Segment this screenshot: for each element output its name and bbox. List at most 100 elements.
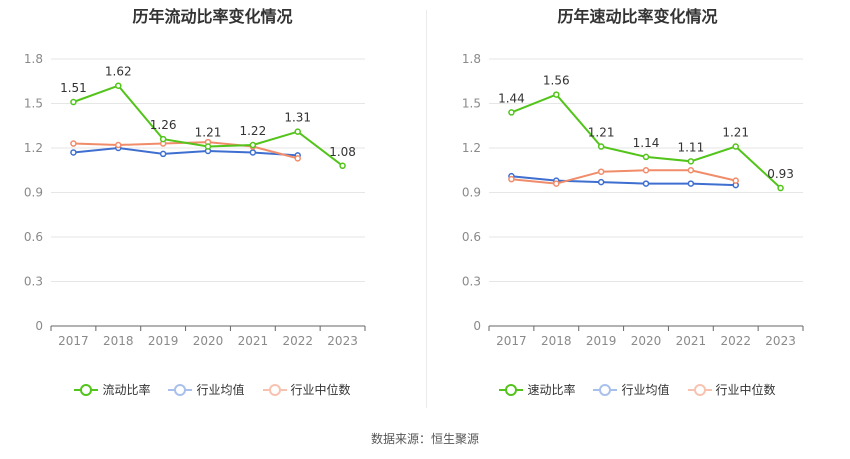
x-tick-label: 2020 — [631, 334, 662, 348]
x-tick-label: 2022 — [282, 334, 313, 348]
y-tick-label: 0 — [35, 319, 43, 333]
legend-item-series-1[interactable]: 流动比率 — [74, 381, 150, 398]
data-point — [597, 143, 605, 150]
legend-line-marker-icon — [687, 383, 712, 396]
data-label: 1.51 — [60, 81, 87, 95]
data-point — [687, 167, 695, 174]
data-label: 1.11 — [677, 140, 704, 154]
x-tick-label: 2021 — [238, 334, 269, 348]
data-label: 1.22 — [239, 124, 266, 138]
series-line — [511, 175, 736, 187]
data-point — [159, 135, 167, 143]
data-label: 1.44 — [498, 91, 525, 105]
y-tick-label: 0 — [473, 319, 481, 333]
data-point — [204, 143, 212, 150]
legend-label: 速动比率 — [527, 383, 576, 397]
series-line — [73, 141, 298, 160]
x-tick-label: 2017 — [496, 334, 527, 348]
y-tick-label: 1.5 — [462, 97, 481, 111]
data-point — [732, 177, 739, 184]
legend-item-series-3[interactable]: 行业中位数 — [687, 381, 776, 398]
legend-item-series-2[interactable]: 行业均值 — [168, 381, 245, 398]
data-label: 1.31 — [284, 111, 311, 125]
data-point — [159, 150, 167, 158]
data-label: 1.62 — [105, 65, 132, 79]
data-point — [339, 162, 346, 170]
data-point — [508, 109, 515, 116]
legend-label: 流动比率 — [102, 383, 151, 397]
x-tick-label: 2020 — [193, 334, 224, 348]
x-tick-label: 2022 — [720, 334, 751, 348]
data-point — [294, 155, 301, 162]
x-tick-label: 2018 — [103, 334, 134, 348]
data-label: 1.14 — [633, 136, 660, 150]
quick-ratio-chart-panel: 历年速动比率变化情况 0 0.3 0.6 0.9 1.2 1.5 1.8 2017 2018 20… — [425, 0, 850, 420]
data-point — [249, 149, 257, 156]
legend-label: 行业中位数 — [715, 383, 776, 397]
x-tick-label: 2018 — [541, 334, 572, 348]
y-tick-label: 1.8 — [462, 52, 481, 66]
data-point — [553, 180, 560, 187]
data-point — [508, 175, 515, 183]
y-tick-label: 0.9 — [24, 186, 43, 200]
x-tick-label: 2023 — [327, 334, 358, 348]
data-point — [70, 98, 77, 106]
data-point — [732, 143, 739, 150]
legend-item-series-2[interactable]: 行业均值 — [593, 381, 670, 398]
chart-title: 历年流动比率变化情况 — [132, 7, 293, 26]
y-tick-label: 0.6 — [462, 230, 481, 244]
x-tick-label: 2019 — [148, 334, 179, 348]
y-tick-label: 1.5 — [24, 97, 43, 111]
x-tick-label: 2017 — [58, 334, 89, 348]
y-tick-label: 1.8 — [24, 52, 43, 66]
data-label: 1.21 — [722, 126, 749, 140]
legend-line-marker-icon — [74, 383, 99, 396]
data-label: 0.93 — [767, 167, 794, 181]
data-label: 1.56 — [543, 74, 570, 88]
legend-line-marker-icon — [168, 383, 193, 396]
quick-ratio-plot: 0 0.3 0.6 0.9 1.2 1.5 1.8 2017 2018 2019 2020 2021 2… — [462, 52, 804, 348]
data-point — [115, 82, 122, 89]
data-point — [597, 178, 605, 186]
data-point — [597, 168, 605, 175]
data-point — [777, 184, 784, 192]
data-point — [687, 180, 695, 187]
data-label: 1.21 — [588, 126, 615, 140]
x-tick-label: 2023 — [765, 334, 796, 348]
current-ratio-plot: 0 0.3 0.6 0.9 1.2 1.5 1.8 2017 2018 2019 2020 2021 2… — [24, 52, 366, 348]
data-point — [553, 91, 560, 98]
data-source-note: 数据来源：恒生聚源 — [370, 432, 479, 446]
series-line — [511, 169, 736, 185]
y-tick-label: 0.6 — [24, 230, 43, 244]
data-point — [115, 141, 122, 149]
data-point — [642, 153, 650, 161]
x-tick-label: 2019 — [586, 334, 617, 348]
y-tick-label: 0.9 — [462, 186, 481, 200]
data-label: 1.08 — [329, 145, 356, 159]
legend-line-marker-icon — [262, 383, 287, 396]
x-tick-label: 2021 — [676, 334, 707, 348]
legend-label: 行业中位数 — [290, 383, 351, 397]
y-tick-label: 1.2 — [24, 141, 43, 155]
legend-label: 行业均值 — [621, 383, 670, 397]
data-point — [294, 128, 301, 135]
y-tick-label: 0.3 — [462, 275, 481, 289]
data-point — [687, 158, 695, 165]
legend-item-series-1[interactable]: 速动比率 — [499, 381, 575, 398]
legend: 流动比率 行业均值 行业中位数 — [0, 381, 425, 398]
y-tick-label: 0.3 — [24, 275, 43, 289]
data-point — [70, 149, 77, 156]
legend-line-marker-icon — [499, 383, 524, 396]
panel-divider — [426, 10, 427, 408]
legend-item-series-3[interactable]: 行业中位数 — [262, 381, 351, 398]
legend-label: 行业均值 — [196, 383, 245, 397]
legend-line-marker-icon — [593, 383, 618, 396]
data-point — [642, 167, 650, 174]
legend: 速动比率 行业均值 行业中位数 — [425, 381, 850, 398]
data-label: 1.26 — [150, 118, 177, 132]
data-label: 1.21 — [195, 126, 222, 140]
data-point — [70, 140, 77, 147]
series-line — [73, 146, 298, 157]
current-ratio-chart-panel: 历年流动比率变化情况 0 0.3 0.6 0.9 1.2 1.5 1.8 2017 2018 20… — [0, 0, 425, 420]
chart-title: 历年速动比率变化情况 — [557, 7, 718, 26]
